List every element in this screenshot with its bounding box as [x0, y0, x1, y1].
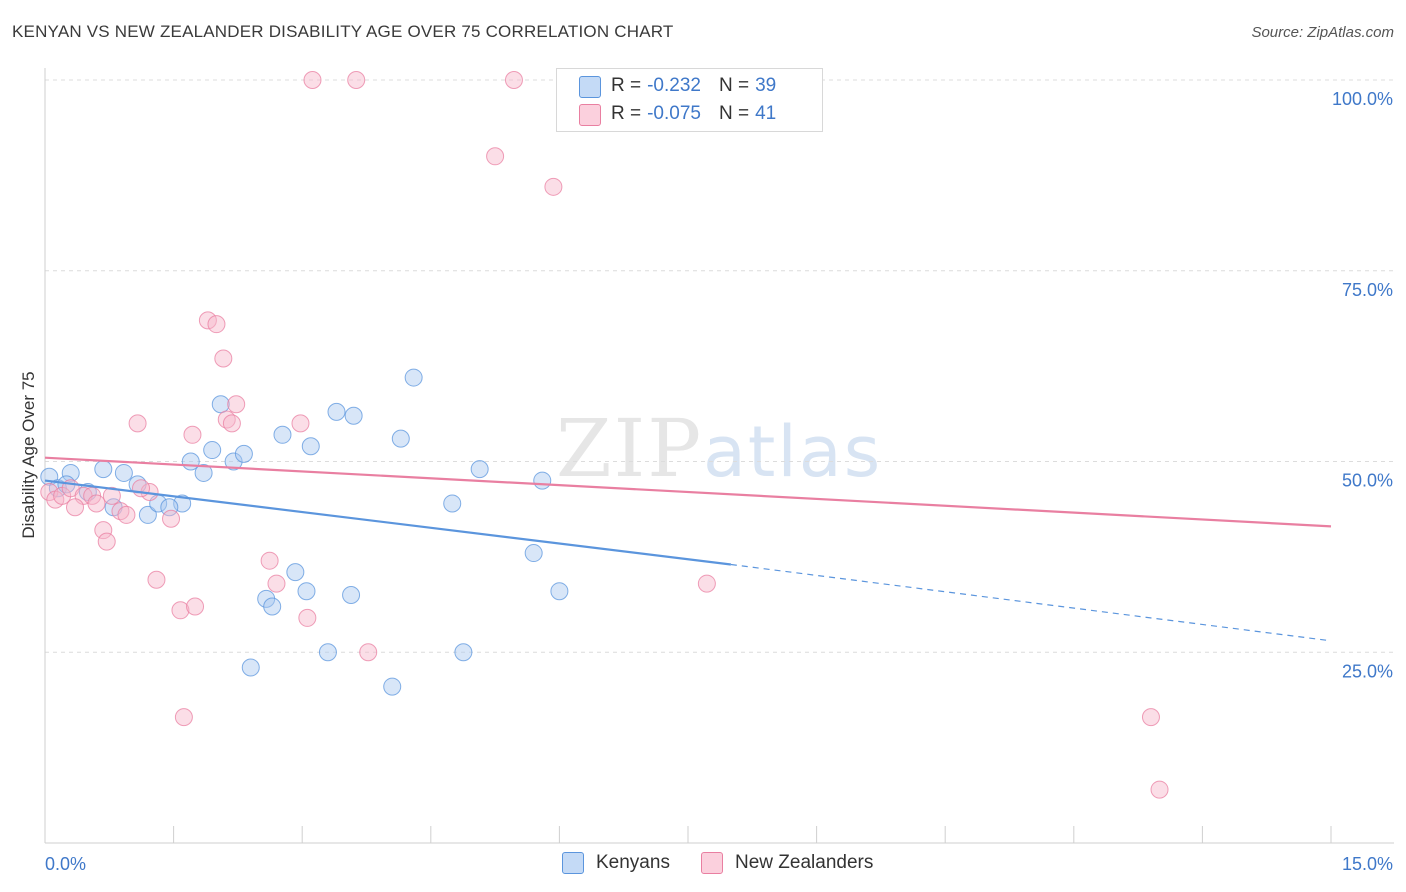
- kenyan-point: [344, 406, 363, 425]
- legend-label-kenyans: Kenyans: [596, 852, 670, 873]
- source-label: Source: ZipAtlas.com: [1251, 24, 1394, 41]
- new-zealander-point: [102, 486, 121, 505]
- legend-r-label: R =: [611, 103, 642, 124]
- kenyan-point: [297, 582, 316, 601]
- new-zealander-point: [291, 414, 310, 433]
- new-zealander-point: [87, 494, 106, 513]
- new-zealander-point: [544, 177, 563, 196]
- y-tick-label: 100.0%: [1332, 89, 1393, 109]
- new-zealander-point: [186, 597, 205, 616]
- kenyan-point: [454, 643, 473, 662]
- kenyan-point: [61, 463, 80, 482]
- kenyan-point: [301, 437, 320, 456]
- kenyan-trendline: [44, 479, 732, 566]
- kenyan-point: [470, 460, 489, 479]
- legend-row-new-zealanders: R = -0.075 N = 41: [579, 101, 777, 127]
- kenyan-point: [286, 563, 305, 582]
- kenyan-point: [234, 444, 253, 463]
- new-zealander-point: [94, 521, 113, 540]
- new-zealander-point: [183, 425, 202, 444]
- kenyan-point: [94, 460, 113, 479]
- legend-swatch-kenyans: [579, 76, 601, 98]
- legend-swatch-new-zealanders: [579, 104, 601, 126]
- legend-n-value: 39: [755, 75, 777, 96]
- kenyan-point: [138, 505, 157, 524]
- correlation-legend: R = -0.232 N = 39 R = -0.075 N = 41: [556, 68, 823, 132]
- legend-n-value: 41: [755, 103, 777, 124]
- x-tick-label: 15.0%: [1342, 854, 1393, 874]
- new-zealander-point: [298, 608, 317, 627]
- new-zealander-point: [303, 71, 322, 89]
- new-zealander-point: [227, 395, 246, 414]
- kenyan-point: [263, 597, 282, 616]
- legend-swatch-kenyans: [562, 852, 584, 874]
- new-zealander-point: [267, 574, 286, 593]
- new-zealander-point: [1141, 708, 1160, 727]
- legend-r-label: R =: [611, 75, 642, 96]
- new-zealander-point: [97, 532, 116, 551]
- kenyan-point: [273, 425, 292, 444]
- kenyan-point: [533, 471, 552, 490]
- legend-label-new-zealanders: New Zealanders: [735, 852, 874, 873]
- new-zealander-point: [171, 601, 190, 620]
- new-zealander-point: [117, 505, 136, 524]
- kenyan-point: [203, 441, 222, 460]
- new-zealander-point: [347, 71, 366, 89]
- legend-row-kenyans: R = -0.232 N = 39: [579, 73, 777, 99]
- new-zealander-point: [128, 414, 147, 433]
- y-tick-label: 25.0%: [1342, 661, 1393, 681]
- kenyan-point: [443, 494, 462, 513]
- kenyan-point: [524, 544, 543, 563]
- new-zealander-point: [207, 315, 226, 334]
- legend-item-kenyans: Kenyans: [562, 852, 670, 874]
- watermark-atlas: atlas: [703, 411, 883, 493]
- new-zealander-point: [697, 574, 716, 593]
- new-zealander-point: [359, 643, 378, 662]
- kenyan-point: [318, 643, 337, 662]
- new-zealander-point: [260, 551, 279, 570]
- kenyan-point: [194, 463, 213, 482]
- new-zealander-point: [214, 349, 233, 368]
- kenyan-point: [241, 658, 260, 677]
- legend-swatch-new-zealanders: [701, 852, 723, 874]
- legend-item-new-zealanders: New Zealanders: [701, 852, 873, 874]
- kenyan-point: [342, 586, 361, 605]
- y-tick-label: 50.0%: [1342, 471, 1393, 491]
- series-legend: Kenyans New Zealanders: [0, 852, 1406, 876]
- kenyan-point: [327, 402, 346, 421]
- kenyan-point: [160, 498, 179, 517]
- watermark-zip: ZIP: [556, 402, 704, 495]
- new-zealander-point: [198, 311, 217, 330]
- y-tick-label: 75.0%: [1342, 280, 1393, 300]
- kenyan-point: [404, 368, 423, 387]
- legend-r-value: -0.232: [647, 75, 701, 96]
- new-zealander-point: [174, 708, 193, 727]
- new-zealander-point: [222, 414, 241, 433]
- x-tick-label: 0.0%: [45, 854, 86, 874]
- kenyan-point: [383, 677, 402, 696]
- new-zealander-point: [486, 147, 505, 166]
- legend-n-label: N =: [718, 75, 750, 96]
- kenyan-point: [114, 463, 133, 482]
- legend-r-value: -0.075: [647, 103, 701, 124]
- new-zealander-point: [66, 498, 85, 517]
- new-zealander-point: [1150, 780, 1169, 799]
- new-zealander-point: [162, 509, 181, 528]
- new-zealander-point: [147, 570, 166, 589]
- kenyan-point: [211, 395, 230, 414]
- kenyan-point: [224, 452, 243, 471]
- kenyan-point: [550, 582, 569, 601]
- new-zealander-trendline: [44, 456, 1332, 528]
- new-zealander-point: [504, 71, 523, 89]
- y-axis-title: Disability Age Over 75: [19, 371, 38, 538]
- legend-n-label: N =: [718, 103, 750, 124]
- kenyan-trendline-extension: [730, 563, 1332, 642]
- chart-title: KENYAN VS NEW ZEALANDER DISABILITY AGE O…: [12, 22, 674, 41]
- watermark: ZIPatlas: [556, 402, 882, 495]
- kenyan-point: [391, 429, 410, 448]
